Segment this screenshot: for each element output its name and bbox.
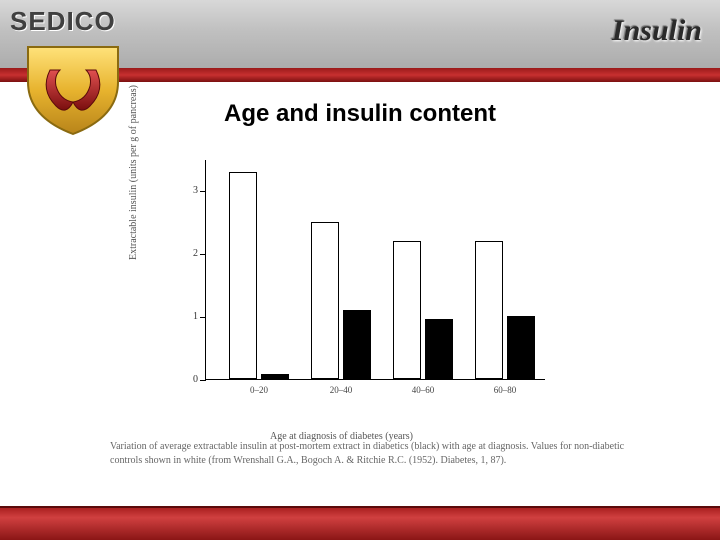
x-tick-label: 40–60	[412, 385, 435, 395]
y-axis-title: Extractable insulin (units per g of panc…	[128, 85, 139, 260]
plot-area: 01230–2020–4040–6060–80	[205, 160, 545, 380]
x-tick-label: 20–40	[330, 385, 353, 395]
brand-logo-right: Insulin	[612, 14, 702, 48]
bar-40-60-control	[393, 241, 421, 379]
bar-40-60-diabetic	[425, 319, 453, 379]
x-tick-label: 0–20	[250, 385, 268, 395]
y-tick-label: 0	[184, 374, 198, 385]
bar-60-80-diabetic	[507, 316, 535, 379]
page-title: Age and insulin content	[0, 100, 720, 128]
bar-20-40-control	[311, 222, 339, 379]
y-tick	[200, 254, 206, 255]
bar-0-20-control	[229, 172, 257, 379]
bar-20-40-diabetic	[343, 310, 371, 379]
figure-caption: Variation of average extractable insulin…	[110, 440, 630, 467]
insulin-chart: Extractable insulin (units per g of panc…	[150, 150, 580, 440]
y-tick	[200, 380, 206, 381]
bar-0-20-diabetic	[261, 374, 289, 379]
y-tick	[200, 191, 206, 192]
footer-band	[0, 506, 720, 540]
brand-logo-left: SEDICO	[10, 6, 116, 37]
y-tick-label: 3	[184, 185, 198, 196]
y-tick-label: 1	[184, 311, 198, 322]
x-tick-label: 60–80	[494, 385, 517, 395]
y-tick-label: 2	[184, 248, 198, 259]
y-tick	[200, 317, 206, 318]
bar-60-80-control	[475, 241, 503, 379]
